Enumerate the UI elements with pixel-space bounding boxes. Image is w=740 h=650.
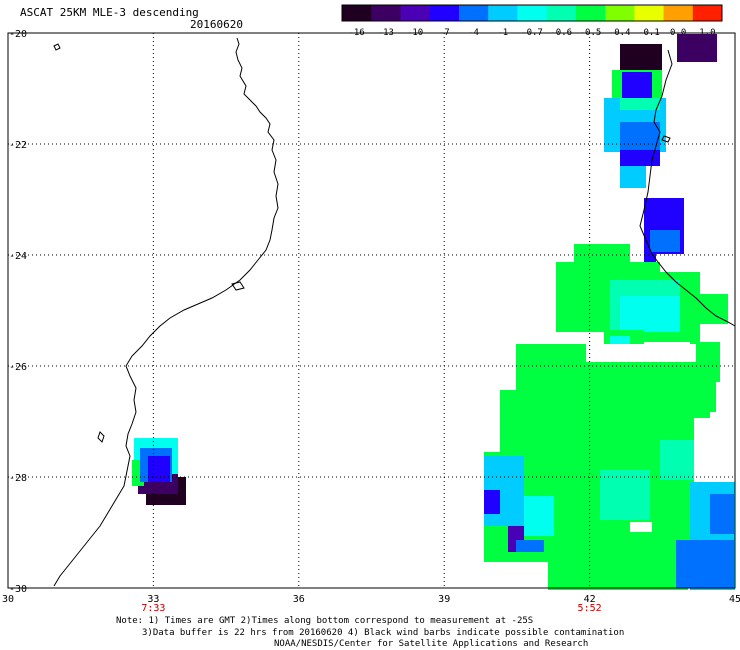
colorbar-swatch <box>663 5 694 21</box>
lon-tick-label: 42 <box>584 594 596 605</box>
swath-cell <box>620 150 660 166</box>
swath-cell <box>710 494 734 534</box>
swath-cell <box>484 490 500 514</box>
lat-tick-label: -30 <box>9 584 27 595</box>
mle-map: -16 -13 -10 -7 -4 -1 -0.7 -0.6 -0.5 -0.4 -0.1 0.0 1.… <box>2 4 740 612</box>
colorbar-frame <box>341 4 723 22</box>
colorbar-swatch <box>488 5 518 21</box>
swath-cell <box>148 456 170 482</box>
island-path <box>231 281 245 291</box>
colorbar-swatch <box>546 5 577 21</box>
data-swaths <box>132 34 735 590</box>
swath-cell <box>700 294 728 324</box>
colorbar-swatch <box>634 5 665 21</box>
footnote-line-2: 3)Data buffer is 22 hrs from 20160620 4)… <box>142 628 625 638</box>
colorbar-swatch <box>429 5 460 21</box>
lat-tick-label: -28 <box>9 473 27 484</box>
swath-cell <box>677 34 717 62</box>
swath-gap <box>630 522 652 532</box>
colorbar-swatch <box>458 5 489 21</box>
lon-tick-label: 33 <box>147 594 159 605</box>
swath-cell <box>516 344 588 394</box>
swath-cell <box>620 166 646 188</box>
colorbar-swatch <box>605 5 635 21</box>
lon-tick-label: 45 <box>729 594 740 605</box>
island-path <box>97 431 105 443</box>
swath-cell <box>524 496 554 536</box>
lon-tick-label: 39 <box>438 594 450 605</box>
chart-title: ASCAT 25KM MLE-3 descending <box>20 6 199 19</box>
colorbar-swatch <box>575 5 606 21</box>
swath-cell <box>548 560 688 590</box>
swath-cell <box>650 230 680 252</box>
map-frame <box>7 32 736 589</box>
footnote-line-1: Note: 1) Times are GMT 2)Times along bot… <box>116 616 534 626</box>
swath-cell <box>622 72 652 98</box>
swath-gap <box>694 418 735 482</box>
colorbar-swatch <box>517 5 548 21</box>
swath-gap <box>586 344 696 362</box>
lat-tick-label: -26 <box>9 362 27 373</box>
swath-cell <box>620 122 660 150</box>
island-path <box>53 43 61 51</box>
swath-cell <box>676 540 734 588</box>
lon-tick-label: 30 <box>2 594 14 605</box>
time-label: 7:33 <box>141 603 165 612</box>
swath-cell <box>620 44 662 74</box>
coastline-path <box>53 37 279 587</box>
swath-cell <box>600 470 650 520</box>
swath-cell <box>620 296 680 332</box>
island-path <box>661 135 671 143</box>
swath-cell <box>516 540 544 552</box>
colorbar-swatch <box>692 5 723 21</box>
coastline-path <box>639 49 736 327</box>
lon-tick-label: 36 <box>293 594 305 605</box>
swath-gap <box>720 326 735 342</box>
lat-tick-label: -22 <box>9 140 27 151</box>
colorbar-swatch <box>342 5 372 21</box>
lat-lon-grid <box>7 32 736 589</box>
lat-tick-label: -24 <box>9 251 27 262</box>
chart-date: 20160620 <box>190 18 243 31</box>
lat-tick-label: -20 <box>9 29 27 40</box>
time-label: 5:52 <box>578 603 602 612</box>
colorbar-swatch <box>400 5 431 21</box>
swath-cell <box>620 98 660 110</box>
coastline <box>53 37 736 587</box>
footnote-credit: NOAA/NESDIS/Center for Satellite Applica… <box>274 639 589 649</box>
colorbar-swatch <box>371 5 401 21</box>
swath-cell <box>660 440 700 480</box>
